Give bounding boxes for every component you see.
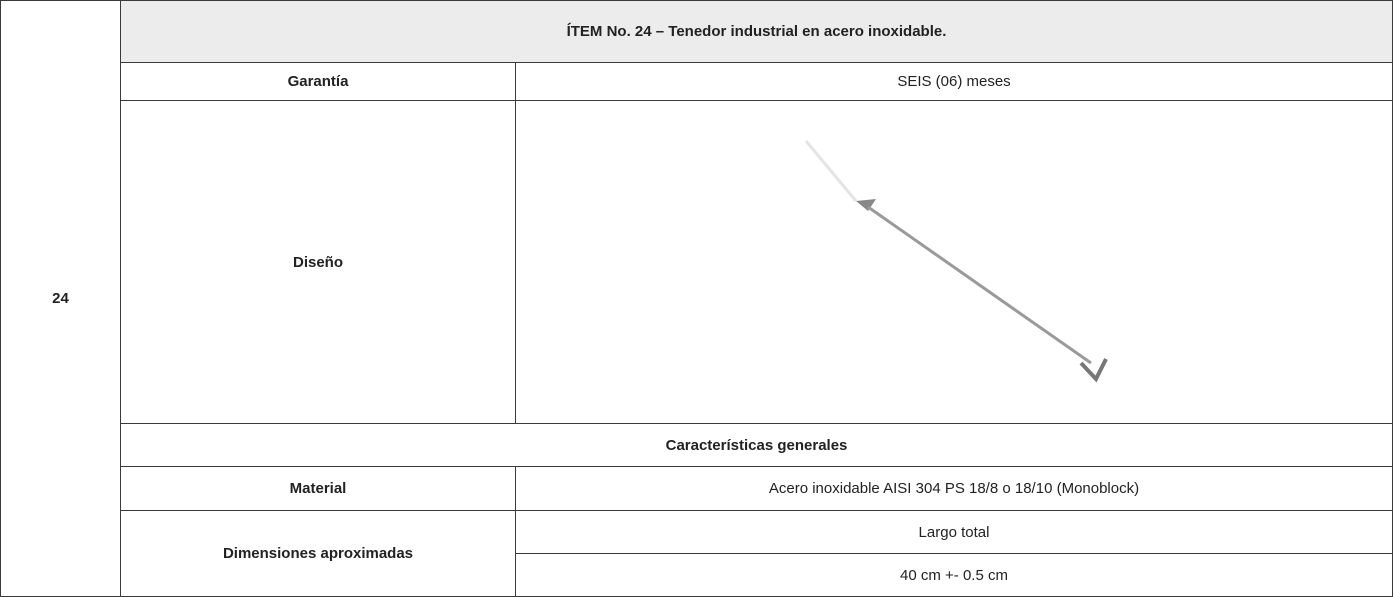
design-image-cell xyxy=(515,100,1393,424)
row-label: Dimensiones aproximadas xyxy=(120,510,516,597)
item-number: 24 xyxy=(0,0,121,597)
fork-tines xyxy=(804,140,858,202)
fork-end xyxy=(1079,358,1108,383)
fork-image xyxy=(804,140,1108,383)
row-value: SEIS (06) meses xyxy=(515,62,1393,101)
row-value: Acero inoxidable AISI 304 PS 18/8 o 18/1… xyxy=(515,466,1393,511)
section-heading: Características generales xyxy=(120,423,1393,467)
fork-head xyxy=(856,199,876,211)
row-value: Largo total xyxy=(515,510,1393,554)
item-title: ÍTEM No. 24 – Tenedor industrial en acer… xyxy=(120,0,1393,63)
fork-handle xyxy=(867,205,1092,365)
row-value: 40 cm +- 0.5 cm xyxy=(515,553,1393,597)
row-label: Material xyxy=(120,466,516,511)
row-label: Diseño xyxy=(120,100,516,424)
row-label: Garantía xyxy=(120,62,516,101)
